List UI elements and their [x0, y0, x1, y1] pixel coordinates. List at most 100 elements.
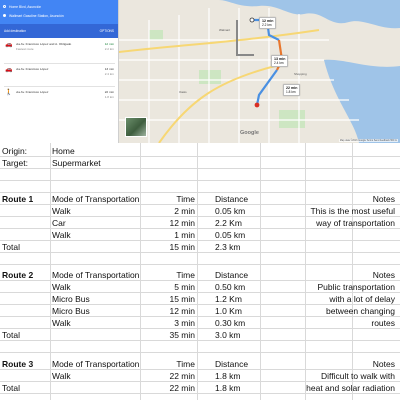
table-row[interactable]: Walk 1 min 0.05 km	[0, 229, 400, 241]
destination-field[interactable]: Wallmart Gasoline Station, Asunción	[9, 13, 64, 18]
empty-row[interactable]	[0, 341, 400, 353]
park	[149, 30, 163, 40]
directions-header: Home Blvd, Asunción Wallmart Gasoline St…	[0, 0, 118, 24]
notes-header: Notes	[372, 270, 395, 280]
bubble-time: 12 min	[262, 19, 274, 23]
table-row[interactable]: Walk 2 min 0.05 km This is the most usef…	[0, 205, 400, 217]
bubble-distance: 1.8 km	[286, 90, 296, 94]
leg-mode: Micro Bus	[52, 306, 90, 316]
leg-distance: 2.2 Km	[215, 218, 242, 228]
origin-value[interactable]: Home	[52, 146, 75, 156]
leg-time: 3 min	[174, 318, 195, 328]
table-row[interactable]: Walk 3 min 0.30 km routes	[0, 317, 400, 329]
route-option-1[interactable]: 🚗 via Av. Francisco López and A. Obligad…	[0, 42, 119, 62]
divider	[4, 86, 115, 87]
table-row[interactable]: Walk 22 min 1.8 km Difficult to walk wit…	[0, 370, 400, 382]
mode-header: Mode of Transportation	[52, 194, 140, 204]
total-distance: 1.8 km	[215, 383, 241, 393]
empty-row[interactable]	[0, 169, 400, 181]
target-row[interactable]: Target: Supermarket	[0, 157, 400, 169]
column-gridline	[197, 143, 198, 400]
total-row[interactable]: Total 22 min 1.8 km heat and solar radia…	[0, 382, 400, 394]
route-bubble-2[interactable]: 13 min 2.4 km	[271, 55, 289, 67]
origin-dot-icon	[3, 5, 6, 8]
leg-time: 1 min	[174, 230, 195, 240]
leg-time: 15 min	[169, 294, 195, 304]
leg-time: 12 min	[169, 306, 195, 316]
origin-field[interactable]: Home Blvd, Asunción	[9, 4, 42, 9]
destination-row[interactable]: Wallmart Gasoline Station, Asunción	[3, 11, 115, 20]
leg-distance: 0.50 km	[215, 282, 246, 292]
leg-distance: 1.0 Km	[215, 306, 242, 316]
origin-row[interactable]: Home Blvd, Asunción	[3, 2, 115, 11]
major-roads	[119, 29, 320, 143]
total-label: Total	[2, 330, 20, 340]
route-option-time: 22 min	[104, 90, 114, 94]
route-option-3[interactable]: 🚶 via Av. Francisco López 22 min 1.8 km	[0, 90, 119, 110]
map-view[interactable]: 12 min 2.2 km 13 min 2.4 km 22 min 1.8 k…	[119, 0, 400, 143]
table-row[interactable]: Walk 5 min 0.50 km Public transportation	[0, 281, 400, 293]
origin-row[interactable]: Origin: Home	[0, 145, 400, 157]
bubble-time: 13 min	[274, 57, 286, 61]
route-note-line: routes	[371, 318, 395, 328]
route-option-time: 13 min	[104, 67, 114, 71]
column-gridline	[140, 143, 141, 400]
route-option-title: via Av. Francisco López	[16, 67, 49, 71]
column-gridline	[352, 143, 353, 400]
leg-mode: Walk	[52, 318, 71, 328]
leg-distance: 0.30 km	[215, 318, 246, 328]
add-destination-button[interactable]: Add destination	[4, 29, 26, 33]
route-header-row[interactable]: Route 1 Mode of Transportation Time Dist…	[0, 193, 400, 205]
route-note-line: Public transportation	[317, 282, 396, 292]
route-bubble-1[interactable]: 12 min 2.2 km	[259, 17, 277, 29]
table-row[interactable]: Micro Bus 15 min 1.2 Km with a lot of de…	[0, 293, 400, 305]
column-gridline	[260, 143, 261, 400]
bay	[324, 59, 400, 143]
origin-marker	[249, 17, 255, 23]
destination-marker	[254, 102, 260, 108]
column-gridline	[305, 143, 306, 400]
route-blue	[255, 69, 278, 106]
total-time: 15 min	[169, 242, 195, 252]
map-canvas[interactable]	[119, 0, 400, 143]
total-row[interactable]: Total 15 min 2.3 km	[0, 241, 400, 253]
route-option-2[interactable]: 🚗 via Av. Francisco López 13 min 2.4 km	[0, 67, 119, 85]
leg-time: 5 min	[174, 282, 195, 292]
total-label: Total	[2, 242, 20, 252]
leg-time: 22 min	[169, 371, 195, 381]
table-row[interactable]: Car 12 min 2.2 Km way of transportation	[0, 217, 400, 229]
route-option-subtitle: Fastest route	[16, 47, 34, 51]
route-note-line: between changing	[325, 306, 395, 316]
table-row[interactable]: Micro Bus 12 min 1.0 Km between changing	[0, 305, 400, 317]
map-screenshot: Home Blvd, Asunción Wallmart Gasoline St…	[0, 0, 400, 143]
bubble-distance: 2.2 km	[262, 23, 272, 27]
origin-label: Origin:	[2, 146, 28, 156]
walk-icon: 🚶	[5, 90, 13, 96]
route-bubble-3[interactable]: 22 min 1.8 km	[283, 84, 301, 96]
route-option-title: via Av. Francisco López	[16, 90, 49, 94]
empty-row[interactable]	[0, 253, 400, 265]
leg-mode: Walk	[52, 282, 71, 292]
total-time: 22 min	[169, 383, 195, 393]
divider	[4, 63, 115, 64]
route-header-row[interactable]: Route 3 Mode of Transportation Time Dist…	[0, 358, 400, 370]
leg-mode: Walk	[52, 371, 71, 381]
total-time: 35 min	[169, 330, 195, 340]
google-logo: Google	[240, 130, 259, 136]
route-note-line: with a lot of delay	[329, 294, 395, 304]
car-icon: 🚗	[5, 42, 13, 48]
street-view-thumbnail[interactable]	[125, 117, 147, 137]
total-row[interactable]: Total 35 min 3.0 km	[0, 329, 400, 341]
leg-time: 2 min	[174, 206, 195, 216]
target-value[interactable]: Supermarket	[52, 158, 101, 168]
river	[119, 0, 400, 29]
route-note-line: way of transportation	[316, 218, 395, 228]
map-footer: Map data ©2016 Google Terms Send feedbac…	[338, 139, 398, 142]
distance-header: Distance	[215, 359, 249, 369]
target-label: Target:	[2, 158, 28, 168]
leg-mode: Car	[52, 218, 66, 228]
empty-row[interactable]	[0, 181, 400, 193]
route-header-row[interactable]: Route 2 Mode of Transportation Time Dist…	[0, 269, 400, 281]
leg-time: 12 min	[169, 218, 195, 228]
options-button[interactable]: OPTIONS	[99, 29, 114, 33]
